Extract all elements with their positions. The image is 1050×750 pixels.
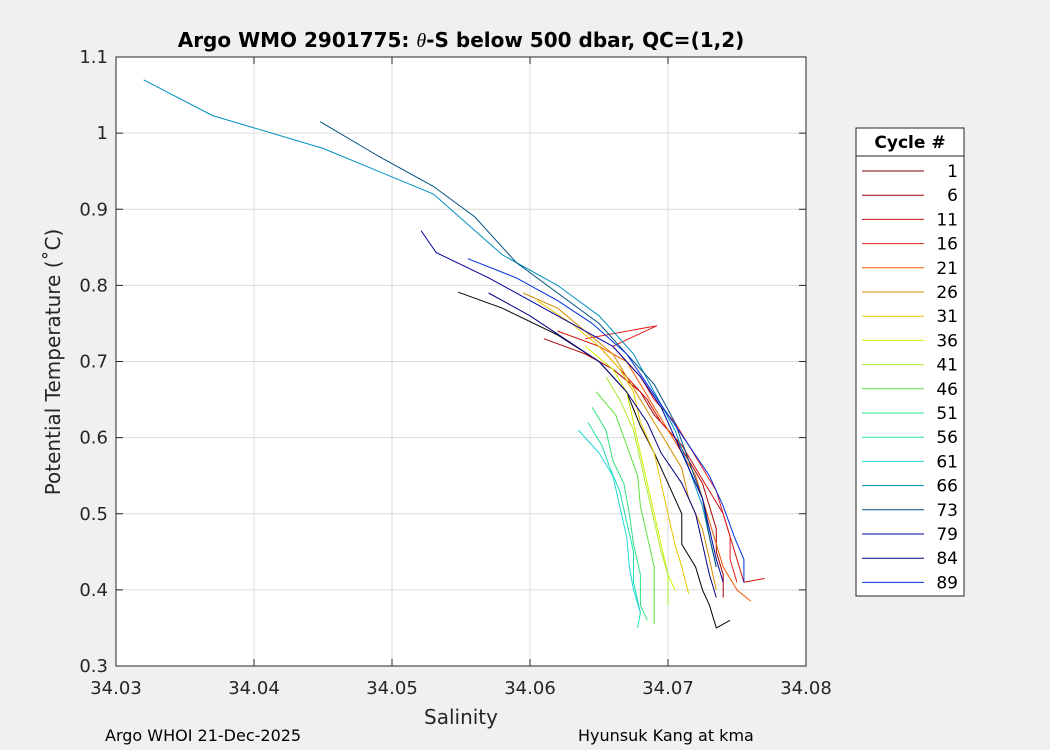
legend-entry: 26 — [862, 283, 958, 303]
series-line-cycle-41 — [605, 376, 669, 606]
legend-entry: 21 — [862, 259, 958, 279]
x-tick-label: 34.05 — [366, 678, 418, 699]
x-tick-label: 34.04 — [228, 678, 280, 699]
x-tick-label: 34.03 — [90, 678, 142, 699]
series-line-cycle-79 — [420, 230, 724, 583]
legend-entry: 31 — [862, 307, 958, 327]
y-tick-label: 0.8 — [79, 275, 108, 296]
y-tick-label: 0.9 — [79, 199, 108, 220]
legend-label: 36 — [936, 331, 958, 351]
legend-entry: 11 — [862, 210, 958, 230]
legend-entry: 1 — [862, 162, 958, 182]
legend-label: 51 — [936, 404, 958, 424]
legend-label: 84 — [936, 549, 958, 569]
legend-entry: 16 — [862, 235, 958, 255]
legend-label: 79 — [936, 525, 958, 545]
series-line-cycle-89 — [467, 258, 745, 583]
legend-label: 66 — [936, 477, 958, 497]
legend-label: 41 — [936, 356, 958, 376]
x-tick-label: 34.08 — [780, 678, 832, 699]
legend-entry: 61 — [862, 452, 958, 472]
x-tick-label: 34.06 — [504, 678, 556, 699]
legend-label: 11 — [936, 210, 958, 230]
y-axis-label: Potential Temperature (˚C) — [41, 229, 65, 496]
y-tick-label: 0.7 — [79, 352, 108, 373]
series-line-cycle-73 — [319, 121, 717, 568]
series-line-cycle-84 — [488, 292, 717, 598]
legend-label: 16 — [936, 235, 958, 255]
legend-entry: 79 — [862, 525, 958, 545]
legend-label: 21 — [936, 259, 958, 279]
series-line-cycle-46 — [595, 391, 655, 625]
y-tick-label: 0.4 — [79, 580, 108, 601]
title-suffix: -S below 500 dbar, QC=(1,2) — [426, 28, 744, 52]
legend-title: Cycle # — [874, 133, 945, 153]
x-axis-label: Salinity — [424, 705, 498, 729]
grid — [116, 57, 806, 666]
legend-entry: 73 — [862, 501, 958, 521]
legend: Cycle # 16111621263136414651566166737984… — [855, 127, 965, 597]
legend-box — [855, 127, 965, 597]
series-line-cycle-21 — [598, 345, 752, 602]
y-tick-label: 1.1 — [79, 47, 108, 68]
series-line-cycle-66 — [143, 79, 717, 568]
legend-entry: 56 — [862, 428, 958, 448]
legend-entry: 46 — [862, 380, 958, 400]
legend-label: 46 — [936, 380, 958, 400]
axis-ticks: 34.03 34.04 34.05 34.06 34.07 34.08 0.3 0.4 0.5 0… — [79, 47, 831, 699]
series-line-cycle-56 — [587, 422, 641, 628]
legend-label: 73 — [936, 501, 958, 521]
legend-label: 6 — [947, 186, 958, 206]
legend-entry: 89 — [862, 573, 958, 593]
legend-label: 56 — [936, 428, 958, 448]
legend-label: 1 — [947, 162, 958, 182]
title-theta: θ — [416, 30, 426, 52]
series-line-cycle-51 — [591, 406, 648, 621]
series-line-cycle-31 — [536, 300, 690, 594]
legend-label: 61 — [936, 452, 958, 472]
series-line-cycle-36 — [584, 345, 676, 591]
legend-entry: 66 — [862, 477, 958, 497]
chart-title: Argo WMO 2901775: θ-S below 500 dbar, QC… — [178, 28, 745, 52]
legend-entry: 51 — [862, 404, 958, 424]
data-series-group — [143, 79, 765, 629]
legend-entry: 41 — [862, 356, 958, 376]
y-tick-label: 0.3 — [79, 656, 108, 677]
legend-entry: 6 — [862, 186, 958, 206]
legend-entry: 84 — [862, 549, 958, 569]
legend-entry: 36 — [862, 331, 958, 351]
y-tick-label: 1 — [97, 123, 108, 144]
y-tick-label: 0.5 — [79, 504, 108, 525]
footer-left: Argo WHOI 21-Dec-2025 — [105, 726, 301, 745]
y-tick-label: 0.6 — [79, 428, 108, 449]
series-line-cycle-61 — [577, 429, 641, 613]
footer-right: Hyunsuk Kang at kma — [578, 726, 754, 745]
x-tick-label: 34.07 — [642, 678, 694, 699]
legend-label: 31 — [936, 307, 958, 327]
legend-label: 89 — [936, 573, 958, 593]
legend-label: 26 — [936, 283, 958, 303]
title-prefix: Argo WMO 2901775: — [178, 28, 417, 52]
